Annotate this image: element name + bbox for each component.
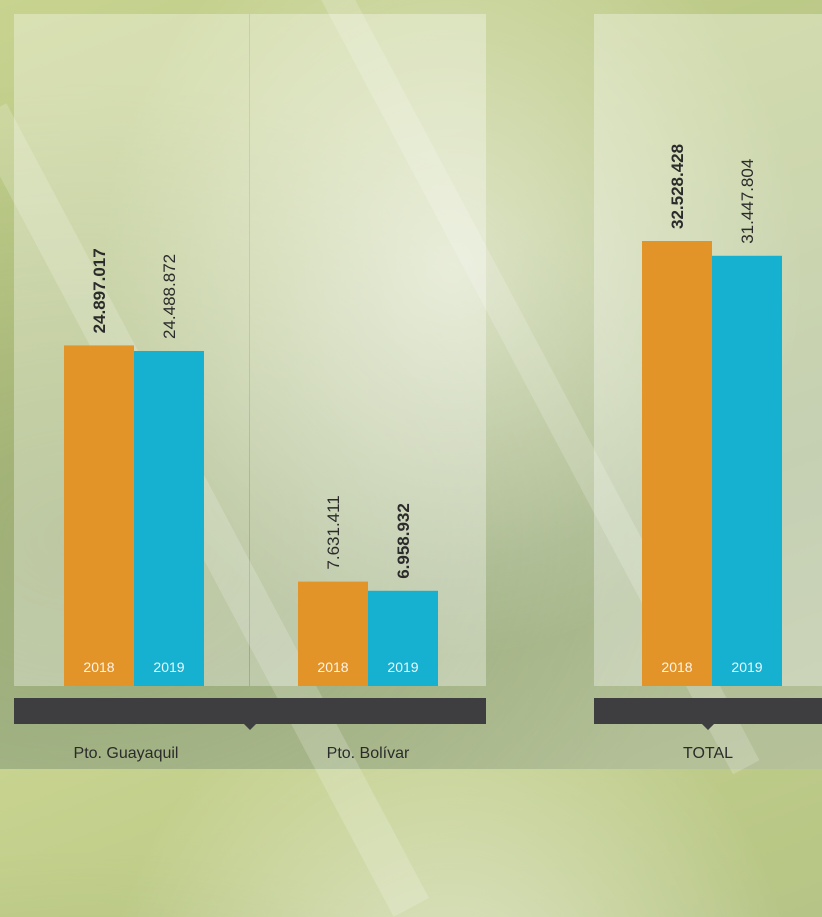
bar-2019: [368, 590, 438, 686]
data-label: 7.631.411: [324, 495, 343, 569]
series-label: 2018: [661, 659, 692, 675]
category-label: Pto. Guayaquil: [74, 745, 179, 762]
axis-base: [594, 698, 822, 730]
bar-2018: [298, 581, 368, 686]
bar-2018: [642, 241, 712, 686]
series-label: 2018: [83, 659, 114, 675]
data-label: 32.528.428: [668, 144, 687, 229]
series-label: 2019: [153, 659, 184, 675]
bar-2019: [712, 255, 782, 686]
data-label: 24.897.017: [90, 248, 109, 333]
chart-panel: [250, 14, 486, 686]
data-label: 24.488.872: [160, 254, 179, 339]
data-label: 31.447.804: [738, 159, 757, 244]
data-label: 6.958.932: [394, 503, 413, 579]
axis-base: [14, 698, 486, 730]
category-label: Pto. Bolívar: [327, 745, 410, 762]
category-label: TOTAL: [683, 745, 733, 762]
series-label: 2019: [731, 659, 762, 675]
series-label: 2019: [387, 659, 418, 675]
bar-chart: 24.897.017 2018 24.488.872 2019 7.631.411 201…: [14, 14, 822, 762]
bar-2018: [64, 345, 134, 686]
bar-2019: [134, 350, 204, 686]
series-label: 2018: [317, 659, 348, 675]
